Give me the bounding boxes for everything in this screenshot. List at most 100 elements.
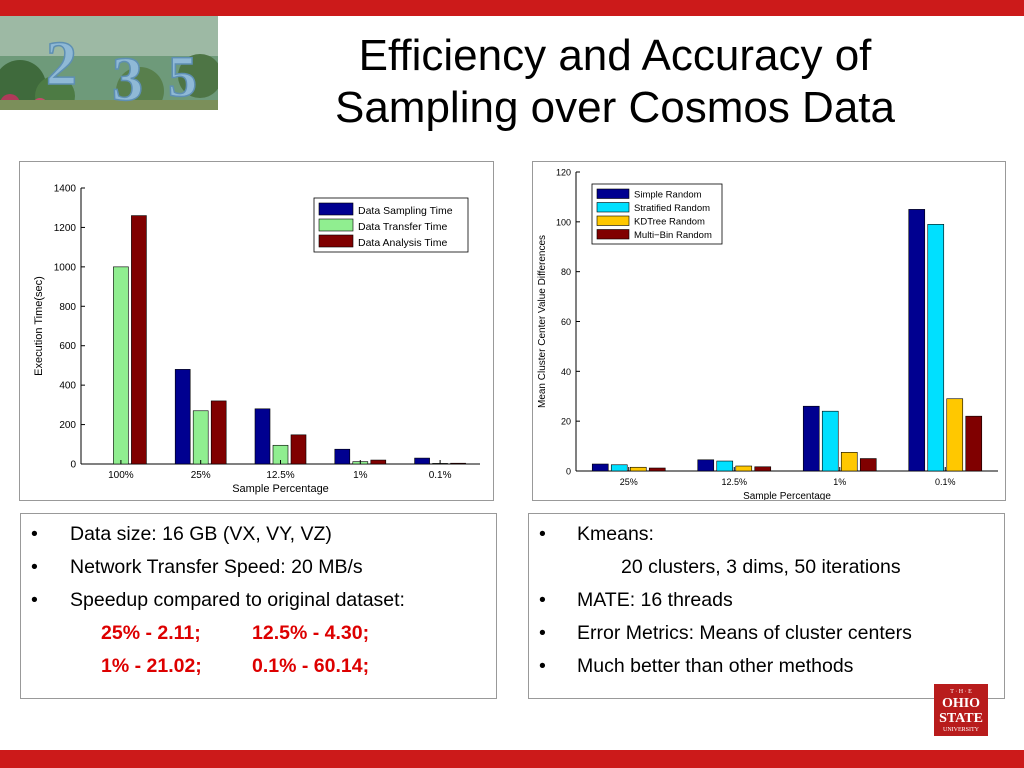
- bar: [414, 457, 430, 465]
- bar: [192, 410, 209, 465]
- speedup-12-5: 12.5% - 4.30;: [252, 622, 370, 644]
- bullet: •: [539, 589, 546, 611]
- bullet: •: [539, 523, 546, 545]
- logo-the: T · H · E: [950, 689, 972, 695]
- legend-label: Data Analysis Time: [358, 237, 447, 249]
- y-tick-label: 0: [566, 467, 571, 477]
- bullet: •: [31, 556, 38, 578]
- y-tick-label: 600: [59, 341, 76, 352]
- bullet: •: [539, 655, 546, 677]
- svg-text:2: 2: [46, 30, 77, 98]
- legend-swatch: [596, 202, 630, 213]
- logo-ohio: OHIO: [942, 696, 980, 711]
- bar: [716, 460, 734, 472]
- legend: Simple Random Stratified Random KDTree Ran…: [591, 183, 723, 245]
- bar: [840, 452, 858, 472]
- bar: [908, 209, 926, 472]
- legend-label: KDTree Random: [634, 217, 705, 228]
- bar: [210, 400, 227, 465]
- y-tick-label: 20: [561, 417, 571, 427]
- y-tick-label: 100: [556, 217, 571, 227]
- y-axis-label: Mean Cluster Center Value Differences: [537, 235, 548, 408]
- cluster-difference-chart-frame: 0 20 40 60 80 100 120 25% 12.5% 1% 0.1% Sample Perc…: [532, 161, 1006, 501]
- bullet: •: [539, 622, 546, 644]
- y-tick-label: 40: [561, 367, 571, 377]
- legend-swatch: [318, 234, 354, 248]
- y-tick-label: 1400: [54, 184, 77, 195]
- legend-label: Data Transfer Time: [358, 221, 447, 233]
- bullet: •: [31, 589, 38, 611]
- bar: [610, 464, 628, 472]
- legend-swatch: [318, 202, 354, 216]
- y-tick-label: 1000: [54, 262, 77, 273]
- x-axis-label: Sample Percentage: [232, 483, 329, 495]
- bar: [113, 266, 129, 465]
- bar: [290, 434, 307, 465]
- bar: [131, 215, 147, 465]
- bar: [946, 398, 964, 472]
- y-tick-label: 80: [561, 267, 571, 277]
- legend: Data Sampling Time Data Transfer Time Data…: [313, 197, 469, 253]
- execution-time-chart-frame: 0 200 400 600 800 1000 1200 1400 100% 25% 12.5% 1% 0…: [19, 161, 494, 501]
- y-axis-label: Execution Time(sec): [33, 276, 45, 376]
- svg-text:3: 3: [112, 46, 143, 110]
- execution-time-chart: 0 200 400 600 800 1000 1200 1400 100% 25% 12.5% 1% 0…: [33, 184, 480, 495]
- y-tick-label: 200: [59, 420, 76, 431]
- title-line-2: Sampling over Cosmos Data: [334, 83, 895, 132]
- x-tick-label: 12.5%: [266, 470, 294, 481]
- y-tick-label: 60: [561, 317, 571, 327]
- bar: [370, 459, 387, 465]
- bullet-speedup: Speedup compared to original dataset:: [70, 589, 405, 611]
- title-line-1: Efficiency and Accuracy of: [358, 31, 872, 80]
- bar: [334, 448, 351, 465]
- bottom-accent-bar: [0, 750, 1024, 768]
- bar: [697, 459, 715, 472]
- top-accent-bar: [0, 0, 1024, 16]
- bar: [735, 465, 753, 472]
- y-tick-label: 0: [70, 460, 76, 471]
- bar: [754, 466, 772, 472]
- bar: [821, 410, 839, 472]
- y-tick-label: 1200: [54, 223, 77, 234]
- logo-state: STATE: [939, 711, 983, 726]
- x-tick-label: 100%: [108, 470, 134, 481]
- bullet-error-metrics: Error Metrics: Means of cluster centers: [577, 622, 912, 644]
- bar: [802, 405, 820, 472]
- x-tick-label: 0.1%: [935, 477, 956, 487]
- bar: [174, 369, 191, 465]
- bar: [450, 462, 466, 465]
- speedup-25: 25% - 2.11;: [101, 622, 201, 644]
- x-tick-label: 25%: [191, 470, 211, 481]
- bar: [254, 408, 271, 465]
- bullet-data-size: Data size: 16 GB (VX, VY, VZ): [70, 523, 332, 545]
- logo-university: UNIVERSITY: [943, 727, 980, 733]
- right-bullet-box: • Kmeans: 20 clusters, 3 dims, 50 iterat…: [528, 513, 1005, 699]
- x-tick-label: 25%: [620, 477, 638, 487]
- y-tick-label: 800: [59, 302, 76, 313]
- legend-label: Multi−Bin Random: [634, 230, 712, 241]
- speedup-1: 1% - 21.02;: [101, 655, 202, 677]
- legend-swatch: [596, 188, 630, 199]
- y-tick-label: 120: [556, 168, 571, 178]
- bar: [629, 466, 647, 472]
- speedup-0-1: 0.1% - 60.14;: [252, 655, 370, 677]
- campus-photo: 2 3 5: [0, 16, 218, 110]
- slide-title: Efficiency and Accuracy of Sampling over…: [250, 30, 980, 134]
- legend-swatch: [596, 229, 630, 240]
- legend-label: Data Sampling Time: [358, 205, 453, 217]
- legend-label: Simple Random: [634, 190, 702, 201]
- bullet-much-better: Much better than other methods: [577, 655, 854, 677]
- bullet-mate: MATE: 16 threads: [577, 589, 733, 611]
- bar: [648, 467, 666, 472]
- bullet: •: [31, 523, 38, 545]
- bullet-kmeans: Kmeans:: [577, 523, 654, 545]
- x-tick-label: 1%: [833, 477, 846, 487]
- x-tick-label: 0.1%: [429, 470, 452, 481]
- legend-swatch: [318, 218, 354, 232]
- svg-text:5: 5: [168, 44, 197, 109]
- bullet-network-speed: Network Transfer Speed: 20 MB/s: [70, 556, 363, 578]
- bar: [965, 415, 983, 472]
- bar: [859, 458, 877, 472]
- legend-swatch: [596, 215, 630, 226]
- x-axis-label: Sample Percentage: [743, 491, 831, 500]
